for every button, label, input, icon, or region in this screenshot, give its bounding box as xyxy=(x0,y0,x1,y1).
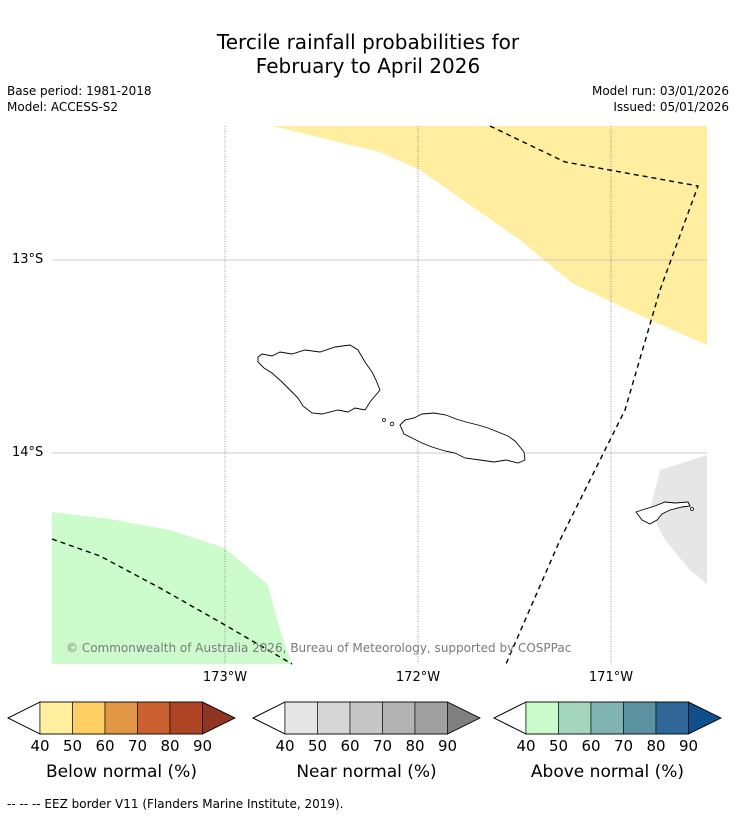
base-period: Base period: 1981-2018 xyxy=(7,84,152,98)
meta-left: Base period: 1981-2018 Model: ACCESS-S2 xyxy=(7,83,152,115)
colorbar-near-extend-right xyxy=(447,701,481,735)
colorbar-below-seg-60 xyxy=(104,701,138,735)
colorbar-near-seg-70 xyxy=(382,701,416,735)
island-manono xyxy=(382,418,386,422)
cb-above-tick-40: 40 xyxy=(516,737,536,755)
colorbar-near-seg-40 xyxy=(284,701,318,735)
above-normal-region xyxy=(52,512,292,664)
island-upolu xyxy=(399,412,526,464)
colorbar-below-extend-left xyxy=(7,701,41,735)
title-line-2: February to April 2026 xyxy=(255,54,481,78)
colorbar-below-label: Below normal (%) xyxy=(46,762,197,782)
colorbars xyxy=(7,701,722,735)
near-normal-region xyxy=(650,455,707,584)
colorbar-below-seg-40 xyxy=(39,701,73,735)
model-run: Model run: 03/01/2026 xyxy=(591,84,729,98)
colorbar-near-label: Near normal (%) xyxy=(296,762,437,782)
lon-label-173w: 173°W xyxy=(202,670,248,685)
colorbar-below-seg-50 xyxy=(72,701,106,735)
colorbar-below-outline xyxy=(7,701,236,735)
colorbar-near-seg-50 xyxy=(317,701,351,735)
lon-label-171w: 171°W xyxy=(588,670,634,685)
colorbar-above-seg-80 xyxy=(655,701,689,735)
colorbar-below-normal xyxy=(7,701,236,735)
meta-right: Model run: 03/01/2026 Issued: 05/01/2026 xyxy=(592,83,729,115)
cb-above-tick-50: 50 xyxy=(548,737,569,755)
colorbar-above-normal xyxy=(493,701,722,735)
colorbar-above-outline xyxy=(493,701,722,735)
colorbar-above-extend-right xyxy=(688,701,722,735)
colorbar-above-seg-50 xyxy=(558,701,592,735)
colorbar-above-seg-60 xyxy=(590,701,624,735)
issued-date: Issued: 05/01/2026 xyxy=(613,100,729,114)
colorbar-near-normal xyxy=(252,701,481,735)
colorbar-near-extend-left xyxy=(252,701,286,735)
model-name: Model: ACCESS-S2 xyxy=(7,100,119,114)
cb-below-tick-50: 50 xyxy=(62,737,83,755)
colorbar-below-seg-80 xyxy=(169,701,203,735)
colorbar-above-label: Above normal (%) xyxy=(530,762,685,782)
island-aunuu xyxy=(690,507,694,511)
eez-border-east xyxy=(489,125,699,665)
lat-label-14s: 14°S xyxy=(12,445,44,460)
cb-above-tick-90: 90 xyxy=(678,737,699,755)
cb-near-tick-60: 60 xyxy=(340,737,360,755)
graticule xyxy=(52,126,707,664)
map-title: Tercile rainfall probabilities for Febru… xyxy=(0,30,736,78)
colorbar-below-seg-70 xyxy=(137,701,171,735)
colorbar-above-seg-70 xyxy=(623,701,657,735)
colorbar-near-outline xyxy=(252,701,481,735)
lon-label-172w: 172°W xyxy=(395,670,441,685)
title-line-1: Tercile rainfall probabilities for xyxy=(216,30,520,54)
colorbar-below-extend-right xyxy=(202,701,236,735)
cb-near-tick-70: 70 xyxy=(372,737,393,755)
cb-near-tick-40: 40 xyxy=(275,737,295,755)
colorbar-above-seg-40 xyxy=(525,701,559,735)
island-savaii xyxy=(257,344,381,415)
island-apolima xyxy=(389,421,395,427)
colorbar-near-seg-60 xyxy=(349,701,383,735)
below-normal-region xyxy=(272,126,707,345)
cb-below-tick-70: 70 xyxy=(127,737,148,755)
cb-above-tick-70: 70 xyxy=(613,737,634,755)
cb-below-tick-80: 80 xyxy=(160,737,180,755)
lat-label-13s: 13°S xyxy=(12,252,44,267)
colorbar-above-extend-left xyxy=(493,701,527,735)
cb-above-tick-60: 60 xyxy=(581,737,601,755)
cb-near-tick-50: 50 xyxy=(307,737,328,755)
island-tutuila xyxy=(635,501,691,525)
cb-below-tick-90: 90 xyxy=(192,737,213,755)
colorbar-near-seg-80 xyxy=(414,701,448,735)
eez-legend-note: -- -- -- EEZ border V11 (Flanders Marine… xyxy=(7,797,344,811)
eez-border-southwest xyxy=(51,538,293,665)
cb-above-tick-80: 80 xyxy=(646,737,666,755)
copyright-notice: © Commonwealth of Australia 2026, Bureau… xyxy=(66,641,572,655)
cb-below-tick-40: 40 xyxy=(30,737,50,755)
cb-below-tick-60: 60 xyxy=(95,737,115,755)
cb-near-tick-90: 90 xyxy=(437,737,458,755)
cb-near-tick-80: 80 xyxy=(405,737,425,755)
